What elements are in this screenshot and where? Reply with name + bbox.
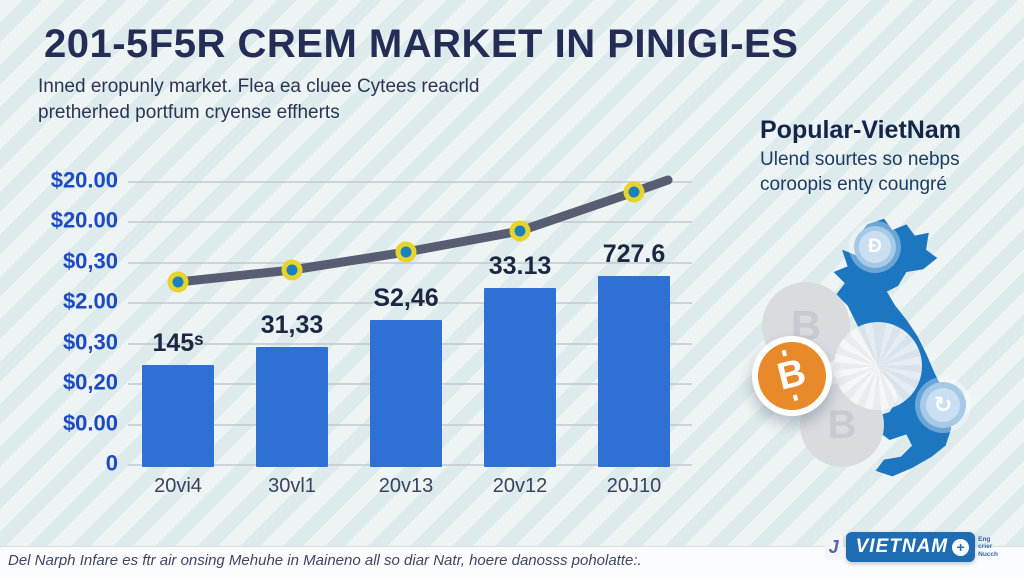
gridline — [128, 302, 692, 305]
line-marker-icon — [509, 220, 531, 242]
bar — [484, 288, 556, 467]
side-text-line-1: Ulend sourtes so nebps — [760, 149, 960, 170]
chart-plot-area: 145ˢ 20vi4 31,33 30vl1 S2,46 20v13 33.13 20v12 7… — [128, 168, 692, 497]
page-subtitle: Inned eropunly market. Flea ea cluee Cyt… — [38, 74, 479, 125]
y-axis-tick-label: $0,30 — [62, 248, 118, 274]
refresh-coin-icon: ↻ — [920, 382, 966, 428]
subtitle-line-1: Inned eropunly market. Flea ea cluee Cyt… — [38, 76, 480, 97]
vietnamplus-logo: J VIETNAM + Eng crier Nucch — [824, 532, 998, 562]
gray-coin-glyph: B — [827, 402, 857, 447]
footer-note: Del Narph Infare es ftr air onsing Mehuh… — [8, 552, 642, 569]
y-axis-tick-label: $0.00 — [62, 410, 118, 436]
logo-text: VIETNAM — [855, 536, 949, 557]
x-axis-tick-label: 20v12 — [492, 475, 548, 497]
bitcoin-glyph: B — [773, 351, 811, 400]
logo-plus-icon: + — [952, 538, 970, 556]
refresh-glyph: ↻ — [933, 391, 953, 417]
gridline — [128, 261, 692, 264]
side-text-line-2: coroopis enty coungré — [760, 173, 947, 195]
bitcoin-icon: B — [752, 336, 832, 416]
logo-side-line: crier — [978, 543, 993, 551]
y-axis-tick-label: $20.00 — [50, 208, 118, 234]
x-axis-tick-label: 20J10 — [606, 475, 662, 497]
y-axis-tick-label: $0,20 — [62, 369, 118, 395]
bar-value-label: S2,46 — [373, 284, 439, 312]
logo-mini-icon: J — [824, 534, 843, 560]
bar — [598, 276, 670, 467]
line-marker-icon — [281, 259, 303, 281]
y-axis-tick-label: $2.00 — [62, 288, 118, 314]
logo-side-text: Eng crier Nucch — [978, 536, 998, 558]
gridline — [128, 181, 692, 183]
x-axis-tick-label: 20vi4 — [154, 475, 202, 497]
y-axis-tick-label: $20.00 — [50, 167, 118, 193]
line-marker-icon — [395, 241, 417, 263]
logo-box: VIETNAM + — [845, 532, 976, 562]
flower-coin-icon — [834, 322, 922, 410]
bar-value-label: 31,33 — [260, 311, 324, 339]
side-panel-heading: Popular-VietNam — [760, 116, 961, 144]
bar — [370, 320, 442, 467]
trend-line — [173, 175, 673, 287]
bar-value-label: 33.13 — [488, 252, 552, 280]
x-axis-tick-label: 30vl1 — [268, 475, 316, 497]
subtitle-line-2: pretherhed portfum cryense effherts — [38, 101, 340, 123]
trend-line-chart — [167, 175, 673, 293]
y-axis-labels: $20.00 $20.00 $0,30 $2.00 $0,30 $0,20 $0.00 0 — [14, 167, 118, 476]
bar-value-label: 727.6 — [602, 240, 666, 268]
gridline — [128, 221, 692, 224]
dong-coin-icon: Đ — [854, 226, 896, 268]
logo-side-line: Eng — [978, 535, 991, 543]
logo-side-line: Nucch — [978, 550, 998, 558]
bar — [256, 347, 328, 467]
y-axis-tick-label: $0,30 — [62, 329, 118, 355]
page-title: 201-5F5R CREM MARKET IN PINIGI-ES — [44, 22, 799, 66]
line-marker-icon — [623, 181, 645, 203]
bar — [142, 365, 214, 467]
dong-glyph: Đ — [868, 236, 882, 257]
bar-value-label: 145ˢ — [152, 329, 204, 357]
x-axis-tick-label: 20v13 — [378, 475, 434, 497]
y-axis-tick-label: 0 — [105, 450, 118, 476]
side-panel-text: Ulend sourtes so nebps coroopis enty cou… — [760, 148, 960, 197]
line-marker-icon — [167, 271, 189, 293]
